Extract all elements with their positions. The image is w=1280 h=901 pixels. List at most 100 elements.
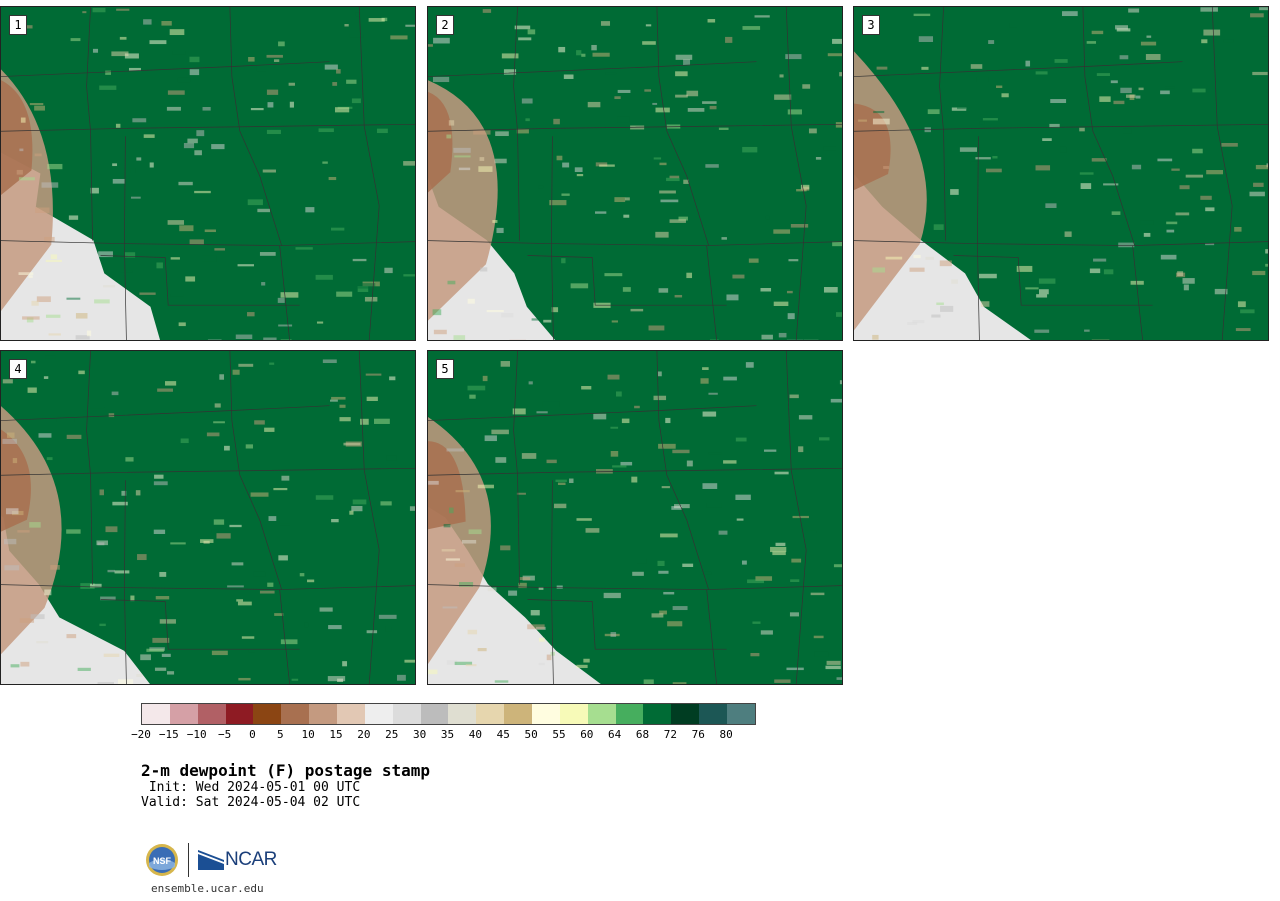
- field-speckle: [45, 355, 56, 359]
- state-boundary: [854, 61, 1183, 77]
- field-speckle: [790, 579, 800, 583]
- field-speckle: [268, 516, 277, 521]
- colorbar-tick-label: 5: [277, 728, 284, 741]
- field-speckle: [357, 286, 369, 292]
- field-speckle: [386, 455, 397, 461]
- field-speckle: [839, 380, 842, 385]
- field-speckle: [468, 529, 482, 535]
- field-speckle: [1016, 265, 1033, 272]
- colorbar-swatch: [476, 704, 505, 724]
- field-speckle: [187, 138, 198, 144]
- field-speckle: [6, 432, 15, 438]
- field-speckle: [30, 614, 45, 620]
- panel-number: 2: [436, 15, 454, 35]
- colorbar-tick-label: 55: [552, 728, 566, 741]
- field-speckle: [789, 394, 799, 399]
- field-speckle: [642, 41, 656, 45]
- field-speckle: [912, 319, 925, 324]
- field-speckle: [595, 468, 613, 474]
- field-speckle: [100, 596, 116, 601]
- field-speckle: [536, 411, 548, 414]
- field-speckle: [267, 582, 274, 587]
- colorbar-swatch: [197, 704, 226, 724]
- state-boundary: [666, 475, 709, 590]
- field-speckle: [1103, 269, 1114, 275]
- field-speckle: [500, 361, 511, 367]
- state-boundary: [785, 7, 807, 340]
- field-speckle: [140, 654, 151, 661]
- logo-divider: [188, 843, 189, 877]
- field-speckle: [742, 26, 761, 30]
- field-speckle: [266, 89, 279, 95]
- field-speckle: [940, 305, 954, 312]
- field-speckle: [136, 157, 142, 161]
- nsf-ncar-logo: NSF NCAR: [145, 843, 277, 877]
- field-speckle: [531, 318, 545, 321]
- state-boundary: [666, 131, 709, 246]
- field-speckle: [66, 434, 82, 439]
- field-speckle: [585, 528, 600, 533]
- field-speckle: [90, 583, 102, 588]
- field-speckle: [709, 105, 717, 110]
- field-speckle: [1115, 25, 1128, 30]
- field-speckle: [576, 173, 584, 177]
- field-speckle: [702, 483, 718, 489]
- field-speckle: [34, 153, 42, 157]
- dewpoint-band: [428, 351, 842, 684]
- state-boundary: [939, 7, 946, 241]
- field-speckle: [800, 184, 810, 190]
- field-speckle: [288, 82, 295, 86]
- colorbar-swatch: [532, 704, 560, 724]
- field-speckle: [755, 576, 773, 581]
- field-speckle: [157, 388, 173, 392]
- field-speckle: [1130, 280, 1144, 285]
- field-speckle: [486, 309, 504, 313]
- colorbar-tick-label: 25: [385, 728, 399, 741]
- field-speckle: [1237, 301, 1246, 308]
- field-speckle: [253, 571, 266, 577]
- field-speckle: [453, 147, 471, 153]
- field-speckle: [1140, 220, 1154, 225]
- field-speckle: [563, 74, 574, 79]
- field-speckle: [775, 542, 786, 547]
- field-speckle: [611, 320, 618, 323]
- state-boundary: [1, 584, 415, 590]
- field-speckle: [1079, 127, 1085, 132]
- field-speckle: [179, 225, 194, 232]
- colorbar-tick-label: 40: [468, 728, 482, 741]
- field-speckle: [975, 157, 991, 160]
- state-boundary: [229, 7, 241, 132]
- field-speckle: [467, 629, 478, 635]
- field-speckle: [280, 292, 299, 298]
- valid-time: Valid: Sat 2024-05-04 02 UTC: [141, 795, 361, 810]
- field-speckle: [669, 175, 680, 179]
- field-speckle: [167, 90, 185, 95]
- field-speckle: [658, 570, 669, 574]
- field-speckle: [823, 146, 836, 151]
- state-boundary: [1082, 7, 1094, 132]
- field-speckle: [281, 475, 290, 481]
- colorbar-swatch: [615, 704, 644, 724]
- field-speckle: [250, 107, 264, 111]
- colorbar-tick-label: 45: [496, 728, 510, 741]
- field-speckle: [527, 624, 545, 630]
- field-speckle: [617, 89, 631, 93]
- field-speckle: [247, 312, 255, 317]
- field-speckle: [346, 79, 357, 84]
- field-speckle: [1214, 288, 1228, 295]
- field-speckle: [36, 296, 51, 303]
- field-speckle: [603, 592, 621, 599]
- field-speckle: [31, 300, 39, 306]
- field-speckle: [494, 158, 507, 164]
- colorbar-swatch: [281, 704, 310, 724]
- dewpoint-map: [428, 351, 842, 684]
- field-speckle: [45, 314, 61, 318]
- field-speckle: [441, 549, 456, 552]
- field-speckle: [521, 453, 537, 459]
- field-speckle: [581, 53, 586, 57]
- field-speckle: [180, 438, 189, 444]
- field-speckle: [68, 215, 79, 220]
- field-speckle: [156, 262, 163, 269]
- field-speckle: [957, 105, 966, 110]
- field-speckle: [1166, 221, 1178, 225]
